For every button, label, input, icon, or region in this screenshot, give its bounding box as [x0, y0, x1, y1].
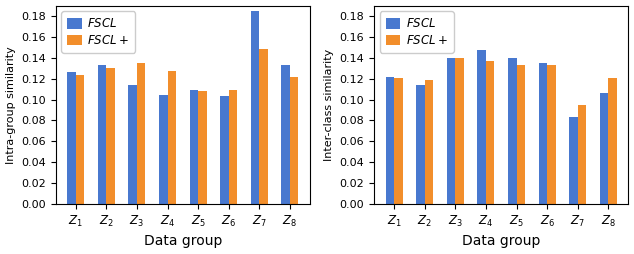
Bar — [508, 58, 517, 204]
Bar — [290, 77, 299, 204]
Bar — [394, 78, 403, 204]
Bar — [128, 85, 137, 204]
X-axis label: Data group: Data group — [144, 234, 222, 248]
Bar — [447, 58, 455, 204]
Bar — [198, 91, 207, 204]
Bar — [67, 72, 75, 204]
Bar — [229, 90, 237, 204]
Legend: $\it{FSCL}$, $\it{FSCL+}$: $\it{FSCL}$, $\it{FSCL+}$ — [61, 11, 135, 53]
Bar — [251, 11, 259, 204]
Bar — [600, 93, 608, 204]
Bar — [455, 58, 464, 204]
Bar — [75, 74, 84, 204]
Bar — [281, 65, 290, 204]
Bar — [425, 80, 433, 204]
Bar — [416, 85, 425, 204]
Bar — [259, 50, 268, 204]
Bar — [98, 65, 107, 204]
Y-axis label: Inter-class similarity: Inter-class similarity — [324, 49, 334, 161]
Bar — [517, 65, 525, 204]
Bar — [608, 78, 617, 204]
Bar — [538, 63, 547, 204]
Bar — [190, 90, 198, 204]
Bar — [107, 68, 115, 204]
Bar — [569, 117, 578, 204]
Bar — [220, 97, 229, 204]
Bar — [385, 77, 394, 204]
Bar — [547, 65, 555, 204]
X-axis label: Data group: Data group — [462, 234, 540, 248]
Bar — [137, 63, 145, 204]
Bar — [486, 61, 495, 204]
Bar — [167, 71, 176, 204]
Bar — [578, 105, 586, 204]
Legend: $\it{FSCL}$, $\it{FSCL+}$: $\it{FSCL}$, $\it{FSCL+}$ — [380, 11, 454, 53]
Bar — [477, 51, 486, 204]
Y-axis label: Intra-group similarity: Intra-group similarity — [6, 46, 16, 164]
Bar — [159, 96, 167, 204]
